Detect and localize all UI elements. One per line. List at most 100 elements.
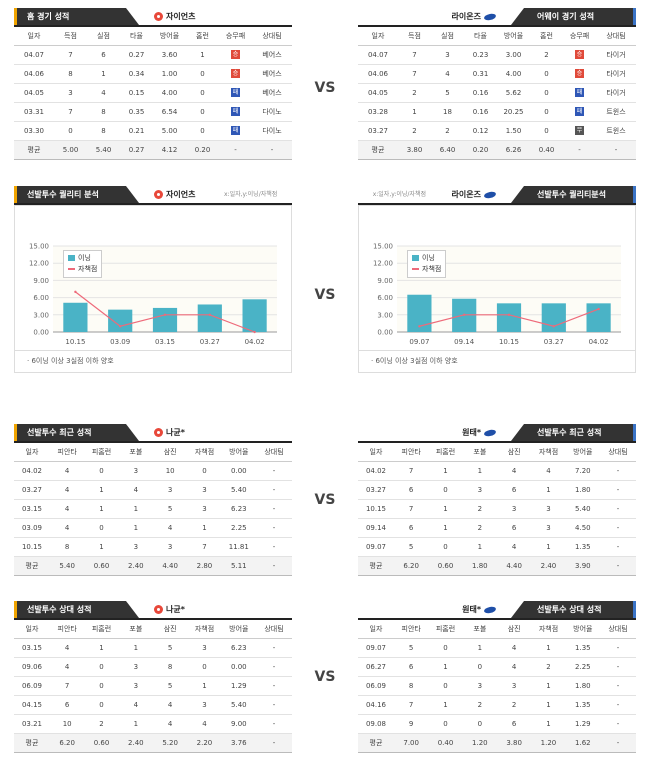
table-cell: 1 xyxy=(186,45,219,65)
table-cell: 3 xyxy=(118,537,153,557)
x-tick-label: 04.02 xyxy=(245,338,265,346)
table-cell: 2 xyxy=(462,499,497,519)
column-header: 피안타 xyxy=(50,620,85,639)
table-cell: 5 xyxy=(394,638,429,658)
average-cell: 2.80 xyxy=(187,556,222,576)
y-tick-label: 12.00 xyxy=(373,260,393,268)
table-cell: 3 xyxy=(152,537,188,557)
home-record-header: 홈 경기 성적 자이언츠 xyxy=(14,8,292,27)
table-cell: 18 xyxy=(431,102,464,122)
table-cell: 6.23 xyxy=(221,499,256,519)
innings-bar xyxy=(63,302,88,332)
table-cell: 6 xyxy=(50,695,85,715)
column-header: 자책점 xyxy=(187,620,222,639)
recent-left-title: 선발투수 최근 성적 xyxy=(14,424,139,441)
average-cell: - xyxy=(219,140,252,160)
table-cell: 0 xyxy=(186,83,219,103)
column-header: 승무패 xyxy=(219,27,252,46)
opponent-cell: 베어스 xyxy=(252,45,292,65)
table-cell: 0 xyxy=(428,676,463,696)
table-cell: 1.29 xyxy=(565,714,600,734)
table-cell: 6 xyxy=(496,518,532,538)
average-cell: 1.62 xyxy=(565,733,600,753)
table-cell: 6 xyxy=(394,480,429,500)
quality-right-team: 라이온즈 xyxy=(452,188,497,201)
table-cell: 9 xyxy=(394,714,429,734)
y-tick-label: 9.00 xyxy=(377,277,393,285)
away-record-panel: 라이온즈 어웨이 경기 성적 일자 득점 실점 타율 방어율 홈런 승무패 상대팀 04.07… xyxy=(358,8,636,160)
table-cell: 5.40 xyxy=(565,499,600,519)
table-row: 03.15 4 1 1 5 3 6.23- xyxy=(14,638,292,658)
table-row: 04.07 7 3 0.23 3.00 2 승 타이거 xyxy=(358,45,636,65)
average-cell: - xyxy=(256,556,292,576)
table-cell: 7 xyxy=(394,499,429,519)
x-tick-label: 03.09 xyxy=(110,338,130,346)
table-row: 03.09 4 0 1 4 1 2.25- xyxy=(14,518,292,538)
versus-left-panel: 선발투수 상대 성적 나균* 일자 피안타 피홈런 포볼 삼진 자책점 방어율 상대팀 03.… xyxy=(14,601,292,753)
average-cell: 1.80 xyxy=(462,556,497,576)
away-record-header: 라이온즈 어웨이 경기 성적 xyxy=(358,8,636,27)
table-cell: 0.23 xyxy=(464,45,497,65)
table-cell: - xyxy=(256,714,292,734)
table-cell: 6.54 xyxy=(153,102,186,122)
table-cell: 3.00 xyxy=(497,45,530,65)
versus-right-panel: 원태* 선발투수 상대 성적 일자 피안타 피홈런 포볼 삼진 자책점 방어율 상대팀 09.… xyxy=(358,601,636,753)
quality-left-title: 선발투수 퀄리티 분석 xyxy=(14,186,139,203)
table-row: 04.07 7 6 0.27 3.60 1 승 베어스 xyxy=(14,45,292,65)
table-cell: 09.08 xyxy=(358,714,394,734)
versus-left-title: 선발투수 상대 성적 xyxy=(14,601,139,618)
table-cell: 5.40 xyxy=(221,695,256,715)
versus-right-header: 원태* 선발투수 상대 성적 xyxy=(358,601,636,620)
result-badge: 패 xyxy=(231,126,240,135)
average-cell: 평균 xyxy=(358,733,394,753)
table-cell: 3 xyxy=(431,45,464,65)
column-header: 일자 xyxy=(358,620,394,639)
table-row: 10.15 7 1 2 3 3 5.40- xyxy=(358,499,636,519)
average-cell: 5.40 xyxy=(87,140,120,160)
table-cell: 8 xyxy=(87,121,120,141)
earned-runs-point xyxy=(418,325,421,328)
table-cell: 4 xyxy=(50,461,85,481)
result-cell: 승 xyxy=(219,64,252,84)
column-header: 상대팀 xyxy=(600,443,636,462)
table-cell: 04.02 xyxy=(358,461,394,481)
column-header: 일자 xyxy=(358,27,398,46)
table-row: 04.02 4 0 3 10 0 0.00- xyxy=(14,461,292,481)
average-cell: 2.40 xyxy=(118,733,153,753)
column-header: 피홈런 xyxy=(428,443,463,462)
column-header: 방어율 xyxy=(565,443,600,462)
quality-left-footnote: · 6이닝 이상 3실점 이하 양호 xyxy=(14,351,292,373)
column-header: 실점 xyxy=(431,27,464,46)
versus-right-title: 선발투수 상대 성적 xyxy=(511,601,636,618)
column-header: 홈런 xyxy=(530,27,563,46)
column-header: 타율 xyxy=(464,27,497,46)
table-cell: 2 xyxy=(496,695,532,715)
table-row: 09.08 9 0 0 6 1 1.29- xyxy=(358,714,636,734)
average-row: 평균 5.40 0.60 2.40 4.40 2.80 5.11- xyxy=(14,556,292,576)
table-cell: 1 xyxy=(118,518,153,538)
vs-label: VS xyxy=(314,287,336,303)
column-header: 피안타 xyxy=(394,620,429,639)
average-cell: - xyxy=(600,733,636,753)
table-cell: 7 xyxy=(394,461,429,481)
table-cell: 03.15 xyxy=(14,499,50,519)
table-cell: 3 xyxy=(187,480,222,500)
table-cell: 3 xyxy=(118,461,153,481)
earned-runs-point xyxy=(74,290,77,294)
table-cell: - xyxy=(600,638,636,658)
table-cell: 1 xyxy=(84,480,119,500)
innings-bar xyxy=(242,299,267,332)
recent-right-pitcher: 원태* xyxy=(462,426,497,439)
table-cell: 4.00 xyxy=(497,64,530,84)
result-badge: 패 xyxy=(575,88,584,97)
table-cell: - xyxy=(256,676,292,696)
column-header: 피안타 xyxy=(50,443,85,462)
column-header: 상대팀 xyxy=(256,620,292,639)
table-cell: 0 xyxy=(462,657,497,677)
table-row: 04.06 8 1 0.34 1.00 0 승 베어스 xyxy=(14,64,292,84)
table-cell: 2.25 xyxy=(221,518,256,538)
table-cell: 3 xyxy=(118,657,153,677)
quality-right-title: 선발투수 퀄리티분석 xyxy=(511,186,636,203)
table-cell: 1 xyxy=(118,499,153,519)
table-row: 03.21 10 2 1 4 4 9.00- xyxy=(14,714,292,734)
